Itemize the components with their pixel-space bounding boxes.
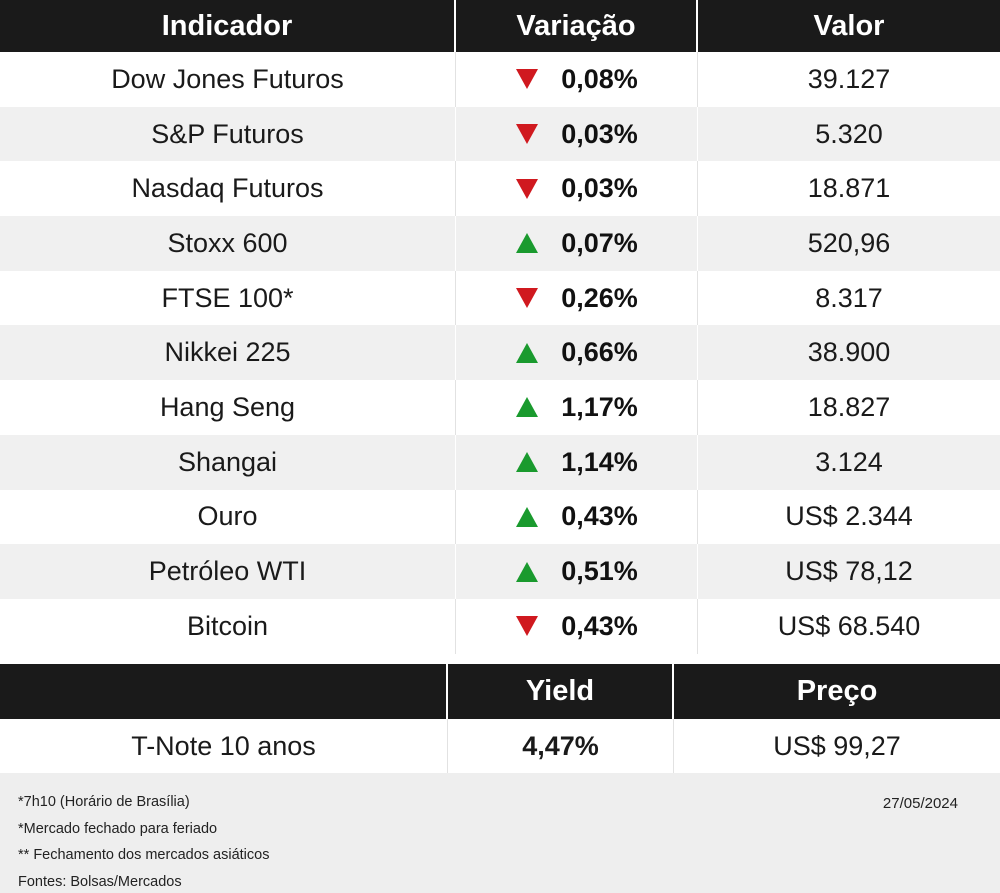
variation-percent: 0,03% [561,118,638,149]
footer-note: *Mercado fechado para feriado [18,820,218,837]
table-body: Dow Jones Futuros 0,08% 39.127 S&P Futuros 0… [0,52,1000,654]
header-variation: Variação [456,0,698,52]
bond-price: US$ 99,27 [773,730,901,761]
bond-name: T-Note 10 anos [0,719,448,773]
indicator-value: US$ 78,12 [785,556,913,587]
variation-percent: 1,14% [561,446,638,477]
arrow-up-icon [516,506,539,527]
variation-cell: 0,51% [456,544,698,599]
table-row: Bitcoin 0,43% US$ 68.540 [0,598,1000,654]
indicator-value: US$ 68.540 [777,610,921,641]
bond-header-price: Preço [796,675,878,707]
indicator-value: 18.871 [807,173,891,204]
variation-percent: 1,17% [561,391,638,422]
indicator-value: 18.827 [807,391,891,422]
variation-cell: 0,08% [456,52,698,107]
indicator-name: Ouro [0,489,456,545]
indicator-name: Nikkei 225 [0,325,456,381]
arrow-down-icon [516,69,539,90]
indicator-value: 5.320 [815,118,883,149]
variation-cell: 0,66% [456,325,698,381]
indicator-name: Hang Seng [0,380,456,435]
variation-percent: 0,03% [561,173,638,204]
bond-row: T-Note 10 anos 4,47% US$ 99,27 [0,719,1000,773]
arrow-up-icon [516,452,539,473]
indicator-name: FTSE 100* [0,270,456,326]
variation-percent: 0,43% [561,501,638,532]
arrow-up-icon [516,233,539,254]
arrow-up-icon [516,397,539,418]
variation-percent: 0,08% [561,63,638,94]
indicator-name: Petróleo WTI [0,544,456,599]
footer: *7h10 (Horário de Brasília) *Mercado fec… [0,773,1000,893]
footer-date: 27/05/2024 [882,795,958,812]
variation-cell: 1,14% [456,434,698,490]
indicator-name: Nasdaq Futuros [0,161,456,217]
bond-header-blank [0,664,448,719]
table-row: FTSE 100* 0,26% 8.317 [0,270,1000,326]
variation-cell: 0,07% [456,216,698,271]
arrow-up-icon [516,342,539,363]
header-value: Valor [813,9,885,42]
footer-notes: *7h10 (Horário de Brasília) *Mercado fec… [18,789,269,893]
arrow-down-icon [516,616,539,637]
table-row: Nikkei 225 0,66% 38.900 [0,325,1000,381]
variation-cell: 0,43% [456,489,698,545]
indicator-value: 39.127 [807,63,891,94]
variation-cell: 0,03% [456,106,698,162]
variation-cell: 0,43% [456,598,698,654]
table-separator [0,654,1000,664]
indicator-value: 520,96 [807,227,891,258]
variation-percent: 0,66% [561,337,638,368]
footer-note: Fontes: Bolsas/Mercados [18,873,182,890]
bond-table-header: Yield Preço [0,664,1000,719]
footer-note: ** Fechamento dos mercados asiáticos [18,847,270,863]
variation-cell: 0,03% [456,161,698,217]
indicator-name: S&P Futuros [0,106,456,162]
variation-percent: 0,26% [561,282,638,313]
market-indicators-table: Indicador Variação Valor Dow Jones Futur… [0,0,1000,654]
variation-percent: 0,07% [561,227,638,258]
table-row: Ouro 0,43% US$ 2.344 [0,489,1000,545]
bond-table: Yield Preço T-Note 10 anos 4,47% US$ 99,… [0,664,1000,773]
indicator-name: Dow Jones Futuros [0,52,456,107]
arrow-down-icon [516,124,539,145]
indicator-name: Shangai [0,434,456,490]
table-row: Dow Jones Futuros 0,08% 39.127 [0,52,1000,107]
table-header: Indicador Variação Valor [0,0,1000,52]
table-row: Petróleo WTI 0,51% US$ 78,12 [0,544,1000,599]
bond-yield: 4,47% [448,719,674,773]
table-row: Stoxx 600 0,07% 520,96 [0,216,1000,271]
arrow-up-icon [516,561,539,582]
table-row: S&P Futuros 0,03% 5.320 [0,106,1000,162]
variation-cell: 1,17% [456,380,698,435]
arrow-down-icon [516,178,539,199]
header-indicator: Indicador [0,0,456,52]
table-row: Nasdaq Futuros 0,03% 18.871 [0,161,1000,217]
variation-percent: 0,43% [561,610,638,641]
arrow-down-icon [516,288,539,309]
footer-note: *7h10 (Horário de Brasília) [18,794,190,810]
indicator-value: US$ 2.344 [785,501,913,532]
indicator-name: Bitcoin [0,598,456,654]
bond-header-yield: Yield [448,664,674,719]
indicator-name: Stoxx 600 [0,216,456,271]
indicator-value: 3.124 [815,446,883,477]
table-row: Shangai 1,14% 3.124 [0,434,1000,490]
indicator-value: 8.317 [815,282,883,313]
indicator-value: 38.900 [807,337,891,368]
table-row: Hang Seng 1,17% 18.827 [0,380,1000,435]
variation-percent: 0,51% [561,556,638,587]
variation-cell: 0,26% [456,270,698,326]
